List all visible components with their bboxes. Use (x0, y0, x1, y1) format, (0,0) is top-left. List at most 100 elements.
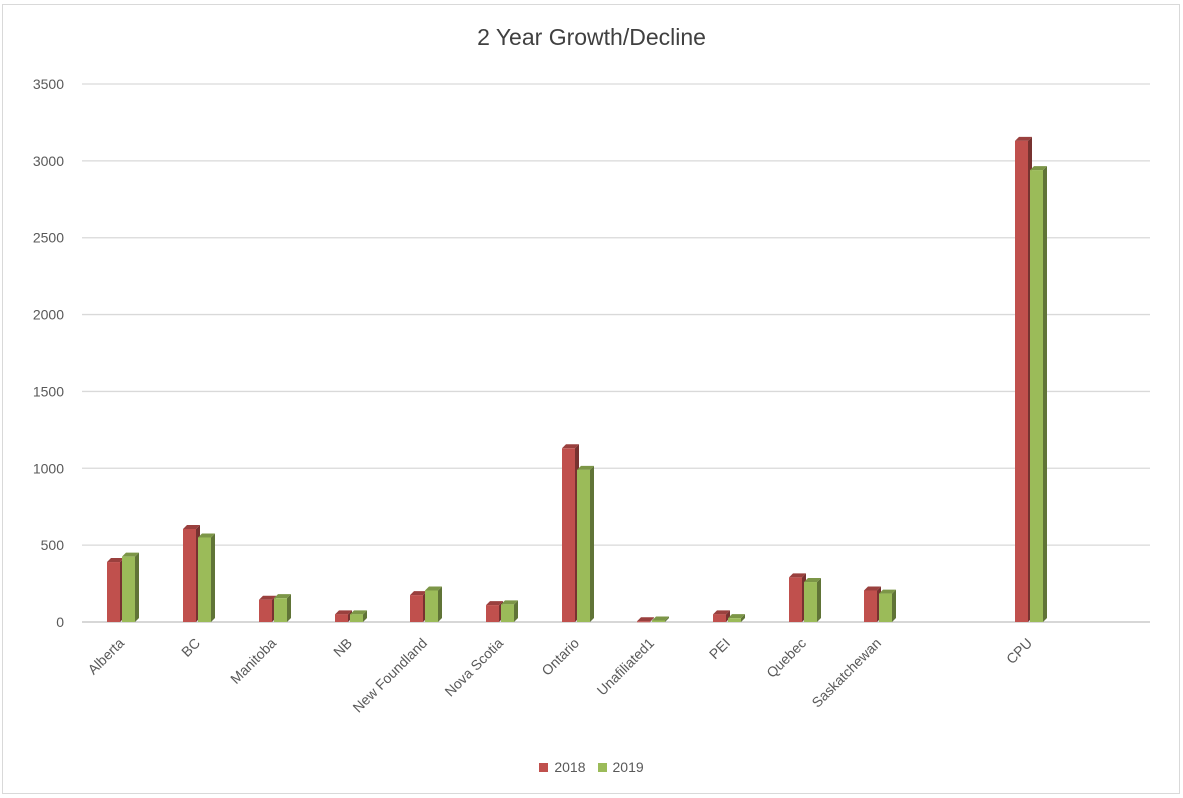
bar-top (804, 578, 821, 583)
legend-swatch-2019 (597, 762, 607, 772)
bar-front (410, 595, 423, 622)
bar-top (879, 589, 896, 594)
legend-label-2018: 2018 (554, 759, 586, 775)
bar-top (1030, 166, 1047, 171)
bar-front (486, 605, 499, 622)
bar-front (577, 469, 590, 622)
bar-front (562, 448, 575, 622)
y-tick-label: 2500 (33, 230, 64, 246)
bar-2019-cpu (1030, 166, 1047, 622)
bar-front (804, 582, 817, 622)
legend-item-2018: 2018 (539, 759, 586, 775)
x-tick-label: PEI (706, 635, 733, 662)
bar-front (652, 620, 665, 622)
bars (107, 136, 1047, 623)
x-tick-label: CPU (1003, 635, 1035, 667)
bar-top (122, 552, 139, 557)
bar-front (198, 537, 211, 622)
bar-2018-new-foundland (410, 591, 427, 622)
chart-title: 2 Year Growth/Decline (477, 24, 706, 50)
bar-2019-saskatchewan (879, 589, 896, 622)
bar-top (274, 594, 291, 599)
bar-2018-alberta (107, 558, 124, 622)
bar-top (562, 444, 579, 449)
bar-side (211, 533, 215, 622)
bar-front (259, 599, 272, 622)
bar-top (259, 595, 276, 600)
bar-side (590, 465, 594, 622)
bar-top (577, 465, 594, 470)
bar-top (410, 591, 427, 596)
bar-top (107, 558, 124, 563)
x-tick-label: Unafiliated1 (594, 635, 658, 699)
bar-top (183, 525, 200, 530)
bar-front (1030, 170, 1043, 622)
y-tick-label: 3000 (33, 153, 64, 169)
bar-front (879, 593, 892, 622)
bar-2018-ontario (562, 444, 579, 622)
bar-side (726, 610, 730, 622)
legend-item-2019: 2019 (597, 759, 644, 775)
bar-front (350, 614, 363, 622)
bar-top (350, 610, 367, 615)
x-tick-label: Manitoba (227, 635, 279, 687)
y-tick-label: 2000 (33, 307, 64, 323)
bar-top (486, 601, 503, 606)
bar-2018-manitoba (259, 595, 276, 622)
bar-side (287, 594, 291, 622)
bar-side (135, 552, 139, 622)
bar-2018-cpu (1015, 136, 1032, 623)
bar-top (335, 610, 352, 615)
chart-frame (2, 4, 1180, 794)
y-tick-label: 0 (56, 614, 64, 630)
bar-top (652, 616, 669, 621)
bar-side (665, 616, 669, 622)
x-tick-label: Ontario (538, 635, 582, 679)
y-axis-ticks: 0 500 1000 1500 2000 2500 3000 3500 (33, 76, 64, 630)
gridlines (82, 83, 1150, 623)
y-tick-label: 1500 (33, 383, 64, 399)
bar-front (122, 556, 135, 622)
bar-front (864, 590, 877, 622)
bar-2018-pei (713, 610, 730, 622)
x-tick-label: New Foundland (349, 635, 430, 716)
bar-front (728, 618, 741, 622)
x-tick-label: Nova Scotia (441, 635, 506, 700)
bar-side (1043, 166, 1047, 622)
bar-top (198, 533, 215, 538)
bar-side (650, 617, 654, 622)
bar-front (274, 598, 287, 622)
bar-2018-unafiliated1 (637, 617, 654, 623)
x-tick-label: Saskatchewan (808, 635, 884, 711)
bar-2019-unafiliated1 (652, 616, 669, 622)
bar-front (637, 621, 650, 623)
x-tick-label: NB (330, 635, 355, 660)
bar-2019-nova-scotia (501, 600, 518, 622)
bar-top (713, 610, 730, 615)
bar-top (425, 586, 442, 591)
bar-2018-nova-scotia (486, 601, 503, 622)
x-tick-label: Quebec (763, 635, 809, 681)
bar-2019-pei (728, 614, 745, 622)
bar-top (789, 573, 806, 578)
bar-front (107, 562, 120, 622)
bar-side (741, 614, 745, 622)
bar-2019-alberta (122, 552, 139, 622)
bar-front (425, 590, 438, 622)
bar-2018-bc (183, 525, 200, 622)
bar-side (892, 589, 896, 622)
bar-front (335, 614, 348, 622)
bar-2019-quebec (804, 578, 821, 622)
bar-top (1015, 136, 1032, 141)
y-tick-label: 1000 (33, 460, 64, 476)
x-tick-label: Alberta (84, 635, 127, 678)
bar-top (864, 586, 881, 591)
bar-top (728, 614, 745, 619)
x-tick-label: BC (178, 635, 203, 660)
bar-side (363, 610, 367, 622)
bar-top (501, 600, 518, 605)
bar-2018-nb (335, 610, 352, 622)
bar-front (789, 577, 802, 622)
bar-front (501, 604, 514, 622)
